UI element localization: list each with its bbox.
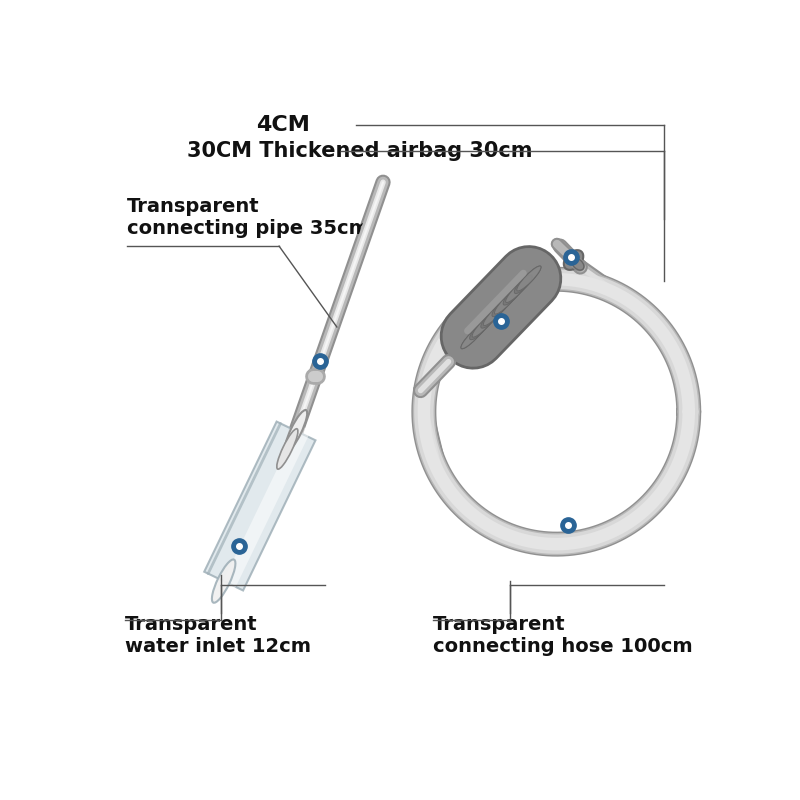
Text: Transparent
connecting pipe 35cm: Transparent connecting pipe 35cm [126, 197, 369, 238]
Ellipse shape [285, 410, 307, 452]
Ellipse shape [506, 278, 530, 302]
Ellipse shape [564, 250, 583, 270]
Ellipse shape [470, 322, 488, 340]
Ellipse shape [212, 559, 235, 602]
Polygon shape [204, 422, 315, 590]
Ellipse shape [472, 312, 496, 337]
Ellipse shape [492, 298, 510, 317]
Ellipse shape [472, 312, 496, 337]
Text: Transparent
water inlet 12cm: Transparent water inlet 12cm [125, 614, 311, 655]
Ellipse shape [506, 278, 530, 302]
Ellipse shape [483, 301, 507, 326]
Ellipse shape [494, 289, 518, 314]
Ellipse shape [517, 266, 541, 291]
Ellipse shape [481, 310, 499, 328]
Text: Transparent
connecting hose 100cm: Transparent connecting hose 100cm [433, 614, 693, 655]
Ellipse shape [461, 324, 485, 349]
Ellipse shape [572, 258, 584, 270]
Ellipse shape [470, 322, 488, 340]
Ellipse shape [277, 429, 298, 469]
Ellipse shape [481, 310, 499, 328]
Ellipse shape [503, 286, 521, 305]
Ellipse shape [503, 286, 521, 305]
Text: 4CM: 4CM [256, 115, 310, 135]
Ellipse shape [494, 289, 518, 314]
Ellipse shape [517, 266, 541, 291]
Ellipse shape [514, 275, 532, 294]
Text: 30CM Thickened airbag 30cm: 30CM Thickened airbag 30cm [186, 142, 532, 162]
Ellipse shape [492, 298, 510, 317]
Ellipse shape [461, 324, 485, 349]
Ellipse shape [514, 275, 532, 294]
Polygon shape [204, 422, 315, 590]
Ellipse shape [483, 301, 507, 326]
